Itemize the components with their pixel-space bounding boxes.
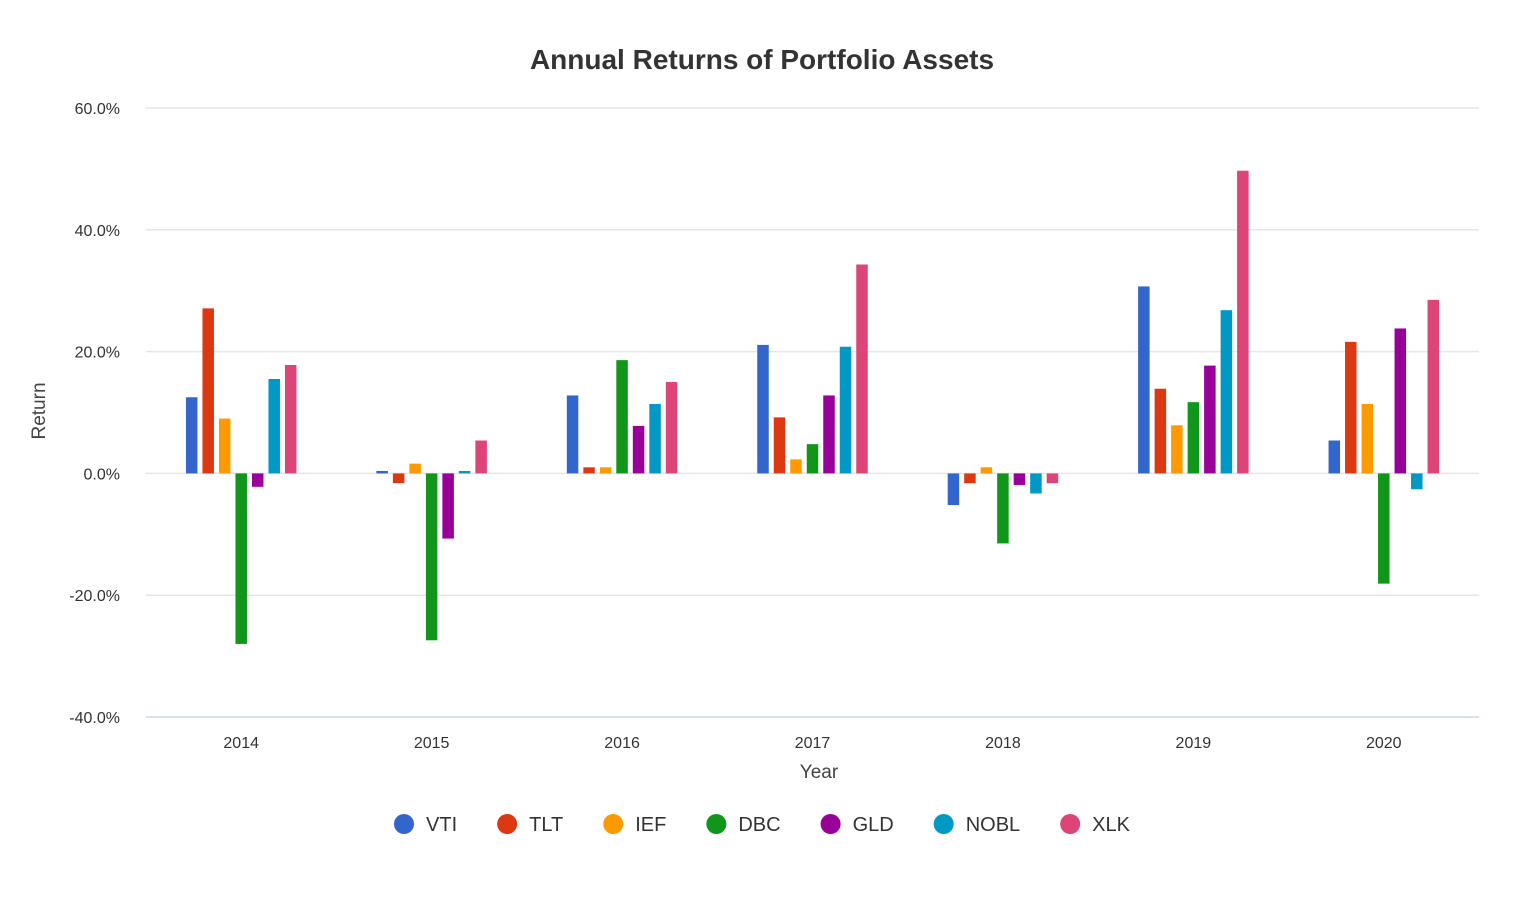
bar-ief-2016[interactable]: [599, 467, 612, 474]
legend-item-gld[interactable]: GLD: [820, 814, 894, 836]
bar-gld-2019[interactable]: [1204, 365, 1216, 474]
legend-marker: [603, 814, 624, 834]
legend-label: IEF: [635, 814, 666, 836]
bar-xlk-2014[interactable]: [284, 365, 297, 474]
legend-marker: [1060, 814, 1081, 834]
bars: [185, 170, 1440, 644]
gridlines: [146, 107, 1479, 596]
x-tick-label: 2020: [1366, 735, 1402, 752]
bar-ief-2015[interactable]: [409, 463, 421, 474]
bar-dbc-2019[interactable]: [1187, 402, 1200, 474]
bar-dbc-2018[interactable]: [997, 473, 1009, 544]
bar-gld-2017[interactable]: [823, 395, 835, 474]
chart-title: Annual Returns of Portfolio Assets: [530, 44, 994, 75]
bar-nobl-2020[interactable]: [1411, 473, 1423, 490]
bar-xlk-2016[interactable]: [665, 382, 678, 474]
legend-item-xlk[interactable]: XLK: [1060, 814, 1131, 836]
y-axis-ticks: -40.0% -20.0% 0.0% 20.0% 40.0% 60.0%: [69, 101, 120, 727]
legend-label: GLD: [853, 814, 894, 836]
bar-gld-2016[interactable]: [632, 425, 645, 474]
legend-marker: [706, 814, 727, 834]
y-tick-label: -20.0%: [69, 588, 120, 605]
bar-vti-2016[interactable]: [566, 395, 579, 474]
bar-gld-2018[interactable]: [1013, 473, 1026, 485]
bar-xlk-2015[interactable]: [475, 440, 487, 474]
y-tick-label: -40.0%: [69, 710, 120, 727]
legend-item-tlt[interactable]: TLT: [497, 814, 563, 836]
bar-dbc-2017[interactable]: [806, 444, 819, 474]
bar-dbc-2020[interactable]: [1378, 473, 1390, 584]
bar-nobl-2017[interactable]: [839, 346, 852, 474]
x-tick-label: 2015: [414, 735, 450, 752]
legend-item-vti[interactable]: VTI: [394, 814, 457, 836]
legend-item-ief[interactable]: IEF: [603, 814, 666, 836]
legend-marker: [820, 814, 841, 834]
x-tick-label: 2017: [795, 735, 831, 752]
legend-item-nobl[interactable]: NOBL: [933, 814, 1020, 836]
legend-marker: [933, 814, 954, 834]
bar-vti-2018[interactable]: [947, 473, 960, 506]
bar-vti-2017[interactable]: [757, 344, 769, 474]
bar-ief-2017[interactable]: [790, 459, 802, 474]
x-axis-title: Year: [800, 762, 839, 783]
bar-xlk-2019[interactable]: [1237, 170, 1249, 474]
bar-dbc-2016[interactable]: [616, 360, 628, 474]
legend-label: XLK: [1092, 814, 1130, 836]
bar-dbc-2014[interactable]: [235, 473, 247, 644]
bar-tlt-2016[interactable]: [583, 467, 595, 474]
bar-nobl-2014[interactable]: [268, 379, 280, 474]
bar-nobl-2015[interactable]: [458, 470, 471, 474]
bar-vti-2019[interactable]: [1138, 286, 1150, 474]
bar-vti-2015[interactable]: [376, 470, 388, 474]
legend-item-dbc[interactable]: DBC: [706, 814, 781, 836]
legend-label: VTI: [426, 814, 457, 836]
bar-ief-2014[interactable]: [218, 418, 231, 474]
bar-tlt-2014[interactable]: [202, 308, 214, 474]
y-tick-label: 0.0%: [84, 466, 120, 483]
x-tick-label: 2014: [223, 735, 259, 752]
legend-marker: [394, 814, 415, 834]
y-axis-title: Return: [29, 382, 50, 439]
bar-gld-2015[interactable]: [442, 473, 454, 539]
bar-nobl-2019[interactable]: [1220, 310, 1233, 474]
x-tick-label: 2016: [604, 735, 640, 752]
bar-vti-2014[interactable]: [185, 397, 198, 474]
y-tick-label: 60.0%: [75, 101, 120, 118]
y-tick-label: 40.0%: [75, 223, 120, 240]
bar-tlt-2020[interactable]: [1345, 341, 1357, 474]
bar-ief-2018[interactable]: [980, 467, 993, 474]
bar-xlk-2020[interactable]: [1427, 299, 1440, 474]
legend-label: NOBL: [966, 814, 1020, 836]
bar-ief-2020[interactable]: [1361, 403, 1374, 474]
y-tick-label: 20.0%: [75, 345, 120, 362]
legend-marker: [497, 814, 518, 834]
bar-nobl-2018[interactable]: [1030, 473, 1042, 494]
bar-dbc-2015[interactable]: [425, 473, 438, 641]
bar-tlt-2018[interactable]: [964, 473, 976, 484]
x-tick-label: 2018: [985, 735, 1021, 752]
bar-gld-2020[interactable]: [1394, 328, 1407, 474]
bar-tlt-2015[interactable]: [392, 473, 405, 484]
bar-vti-2020[interactable]: [1328, 440, 1341, 474]
bar-gld-2014[interactable]: [251, 473, 264, 487]
bar-tlt-2017[interactable]: [773, 417, 786, 474]
legend-label: TLT: [529, 814, 563, 836]
bar-nobl-2016[interactable]: [649, 403, 661, 474]
x-tick-label: 2019: [1176, 735, 1212, 752]
bar-xlk-2017[interactable]: [856, 264, 868, 474]
bar-xlk-2018[interactable]: [1046, 473, 1059, 484]
legend: VTI TLT IEF DBC GLD NOBL XLK: [394, 814, 1131, 836]
bar-ief-2019[interactable]: [1171, 425, 1183, 474]
bar-tlt-2019[interactable]: [1154, 388, 1167, 474]
legend-label: DBC: [738, 814, 780, 836]
x-axis-ticks: 2014 2015 2016 2017 2018 2019 2020: [223, 735, 1401, 752]
